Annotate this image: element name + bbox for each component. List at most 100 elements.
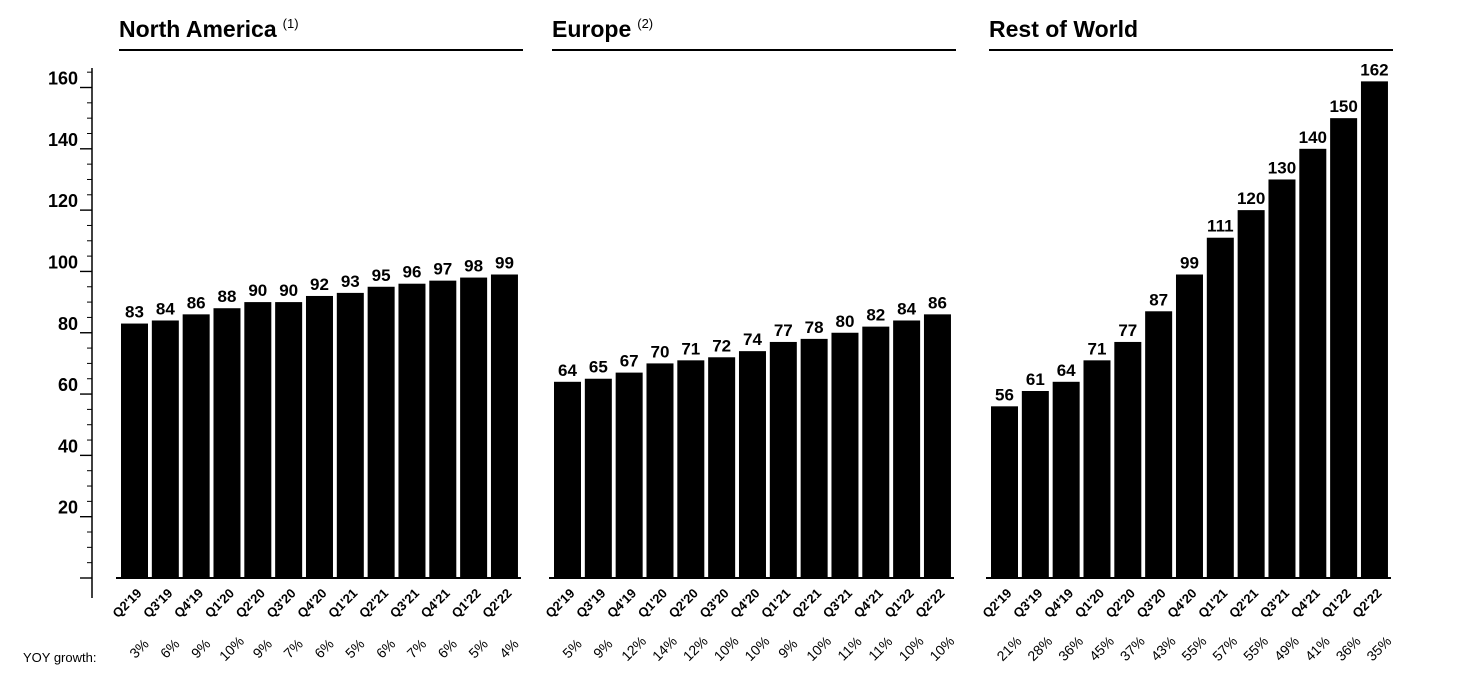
yoy-growth-label: 57% [1209, 633, 1240, 664]
yoy-growth-label: 55% [1240, 633, 1271, 664]
yoy-growth-label: 10% [926, 633, 957, 664]
yoy-growth-label: 36% [1055, 633, 1086, 664]
panel-title: North America [119, 16, 277, 42]
yoy-growth-label: 12% [680, 633, 711, 664]
bar [554, 381, 581, 578]
bar-value-label: 150 [1329, 97, 1357, 116]
bar-value-label: 70 [651, 342, 670, 361]
x-tick-label: Q3'21 [820, 586, 855, 621]
yoy-growth-label: 9% [249, 636, 275, 662]
x-tick-label: Q1'21 [325, 586, 360, 621]
bar-value-label: 64 [1057, 361, 1076, 380]
yoy-growth-label: 9% [590, 636, 616, 662]
yoy-growth-label: 4% [496, 636, 522, 662]
x-tick-label: Q2'22 [479, 586, 514, 621]
bar [121, 323, 148, 578]
panel-footnote: (2) [637, 16, 653, 31]
bar [1206, 237, 1234, 578]
x-tick-label: Q3'19 [140, 586, 175, 621]
yoy-growth-label: 6% [157, 636, 183, 662]
bar-value-label: 120 [1237, 189, 1265, 208]
x-tick-label: Q2'20 [1103, 586, 1138, 621]
bar-value-label: 71 [1088, 339, 1107, 358]
bar [1360, 81, 1388, 579]
bar-value-label: 90 [248, 281, 267, 300]
growth-row-label: YOY growth: [23, 650, 96, 665]
bar-value-label: 92 [310, 275, 329, 294]
bar-value-label: 67 [620, 352, 639, 371]
x-tick-label: Q2'22 [912, 586, 947, 621]
bar [244, 302, 272, 578]
bar-value-label: 71 [681, 339, 700, 358]
yoy-growth-label: 5% [465, 636, 491, 662]
bar-value-label: 72 [712, 336, 731, 355]
bar-value-label: 84 [156, 299, 175, 318]
y-tick-label: 40 [58, 436, 78, 456]
yoy-growth-label: 5% [559, 636, 585, 662]
yoy-growth-label: 10% [216, 633, 247, 664]
bar-value-label: 130 [1268, 158, 1296, 177]
bar-value-label: 99 [1180, 254, 1199, 273]
y-tick-label: 20 [58, 498, 78, 518]
bar-value-label: 98 [464, 257, 483, 276]
bar [490, 274, 518, 578]
yoy-growth-label: 36% [1333, 633, 1364, 664]
bar [1083, 360, 1111, 578]
bar-value-label: 87 [1149, 290, 1168, 309]
x-tick-label: Q3'20 [1133, 586, 1168, 621]
x-tick-label: Q2'20 [666, 586, 701, 621]
x-tick-label: Q1'22 [881, 586, 916, 621]
x-tick-label: Q1'21 [758, 586, 793, 621]
x-tick-label: Q3'19 [573, 586, 608, 621]
yoy-growth-label: 6% [434, 636, 460, 662]
bar-value-label: 86 [187, 293, 206, 312]
bar-value-label: 82 [866, 306, 885, 325]
bar-value-label: 111 [1207, 217, 1234, 236]
y-tick-label: 80 [58, 314, 78, 334]
yoy-growth-label: 7% [404, 636, 430, 662]
x-tick-label: Q2'20 [233, 586, 268, 621]
yoy-growth-label: 41% [1302, 633, 1333, 664]
x-tick-label: Q1'22 [448, 586, 483, 621]
yoy-growth-label: 9% [775, 636, 801, 662]
bar [831, 332, 859, 578]
yoy-growth-label: 9% [188, 636, 214, 662]
x-tick-label: Q1'20 [1072, 586, 1107, 621]
yoy-growth-label: 10% [711, 633, 742, 664]
bar [1299, 148, 1327, 578]
bar-value-label: 65 [589, 358, 608, 377]
bar [1021, 390, 1049, 578]
y-tick-label: 100 [48, 252, 78, 272]
bar [182, 314, 210, 578]
yoy-growth-label: 5% [342, 636, 368, 662]
y-tick-label: 160 [48, 69, 78, 89]
x-tick-label: Q4'20 [727, 586, 762, 621]
bar [769, 341, 797, 578]
bar-value-label: 83 [125, 303, 144, 322]
bar [923, 314, 951, 578]
bar-value-label: 74 [743, 330, 762, 349]
bar-value-label: 88 [218, 287, 237, 306]
yoy-growth-label: 10% [803, 633, 834, 664]
bar [862, 326, 890, 578]
bar [1052, 381, 1080, 578]
yoy-growth-label: 11% [865, 633, 895, 663]
bar [1175, 274, 1203, 578]
x-tick-label: Q2'21 [1226, 586, 1261, 621]
bar [367, 286, 395, 578]
x-tick-label: Q3'21 [387, 586, 422, 621]
yoy-growth-label: 10% [741, 633, 772, 664]
x-tick-label: Q3'20 [696, 586, 731, 621]
x-tick-label: Q2'19 [979, 586, 1014, 621]
yoy-growth-label: 37% [1117, 633, 1148, 664]
x-tick-label: Q3'21 [1257, 586, 1292, 621]
bar-value-label: 77 [1118, 321, 1137, 340]
bar-value-label: 56 [995, 385, 1014, 404]
yoy-growth-label: 35% [1363, 633, 1394, 664]
x-tick-label: Q4'21 [1288, 586, 1323, 621]
bar [151, 320, 179, 578]
bar [1237, 210, 1265, 578]
x-tick-label: Q3'20 [263, 586, 298, 621]
panel-title: Europe [552, 16, 631, 42]
